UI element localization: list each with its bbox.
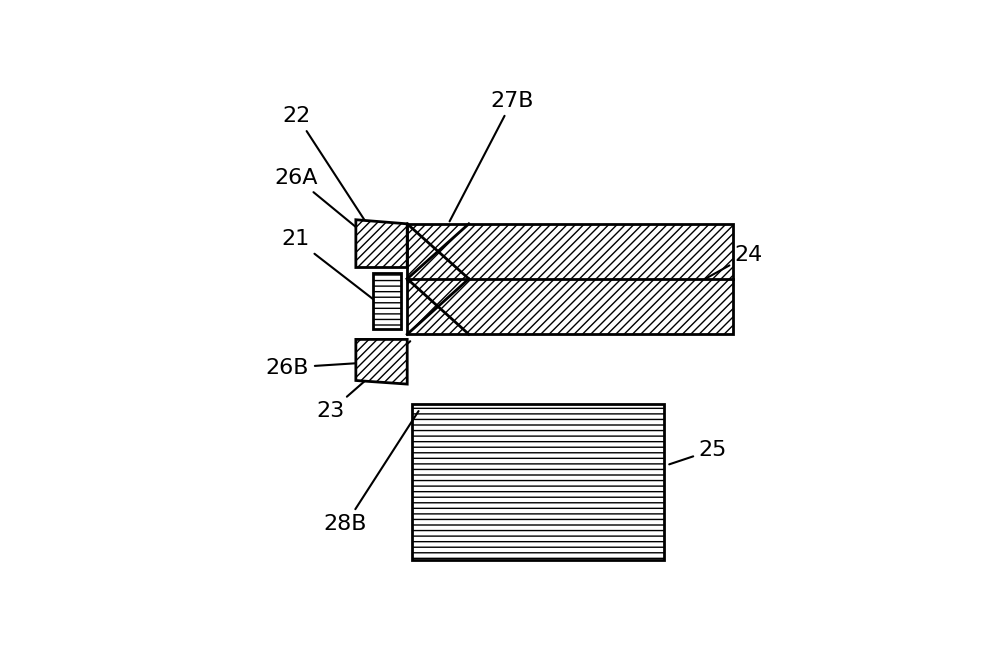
Text: 26B: 26B bbox=[266, 358, 365, 378]
Polygon shape bbox=[356, 340, 407, 384]
Text: 21: 21 bbox=[282, 229, 373, 299]
Text: 23: 23 bbox=[316, 342, 410, 422]
Bar bbox=[373, 273, 401, 329]
Text: 28B: 28B bbox=[324, 411, 419, 534]
Bar bbox=[407, 224, 733, 334]
Text: 25: 25 bbox=[669, 440, 727, 464]
Text: 27B: 27B bbox=[450, 91, 534, 221]
Bar bbox=[412, 404, 664, 560]
Text: 26A: 26A bbox=[274, 167, 366, 235]
Text: 22: 22 bbox=[283, 106, 366, 223]
Polygon shape bbox=[356, 219, 407, 267]
Text: 24: 24 bbox=[705, 245, 763, 279]
